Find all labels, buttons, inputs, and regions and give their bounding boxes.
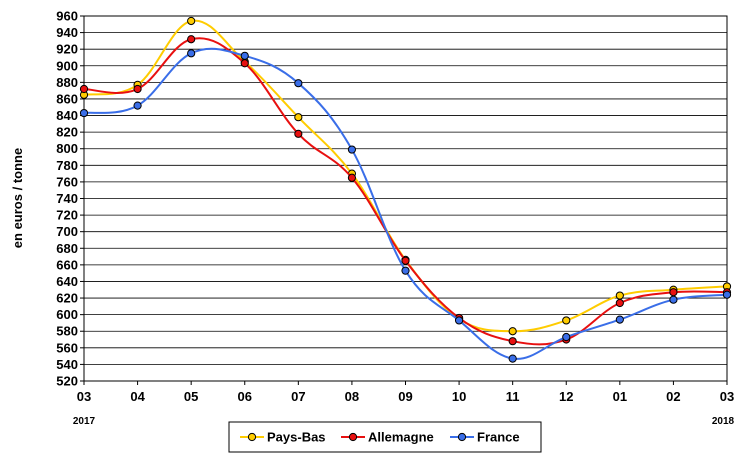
data-point (722, 290, 732, 299)
y-tick-label: 620 (56, 291, 78, 306)
data-point (79, 108, 89, 118)
x-tick-label: 04 (130, 389, 145, 404)
data-point (79, 84, 89, 94)
data-point (240, 59, 249, 68)
data-point (187, 16, 196, 26)
data-point (294, 129, 303, 138)
x-tick-label: 01 (613, 389, 627, 404)
x-tick-label: 09 (398, 389, 412, 404)
y-tick-label: 720 (56, 208, 78, 223)
x-tick-label: 10 (452, 389, 466, 404)
year-label-start: 2017 (73, 416, 96, 427)
data-point (615, 298, 624, 308)
legend-marker (457, 432, 467, 442)
x-tick-label: 11 (506, 389, 520, 404)
x-tick-label: 07 (291, 389, 305, 404)
legend-box (228, 421, 542, 453)
data-point (347, 145, 357, 154)
x-tick-label: 08 (345, 389, 359, 404)
data-point (401, 266, 410, 275)
data-point (562, 332, 571, 342)
y-tick-label: 820 (56, 125, 78, 140)
y-tick-label: 600 (56, 307, 78, 322)
y-tick-label: 740 (56, 191, 78, 206)
y-tick-label: 880 (56, 75, 78, 90)
legend-marker (348, 432, 358, 442)
data-point (615, 315, 624, 324)
y-tick-label: 640 (56, 274, 78, 289)
y-tick-label: 800 (56, 141, 78, 156)
data-point (454, 316, 464, 325)
series-lines (79, 16, 732, 363)
data-point (133, 84, 142, 94)
y-tick-label: 540 (56, 357, 78, 372)
series-france (79, 47, 732, 363)
y-tick-label: 900 (56, 58, 78, 73)
y-axis-label: en euros / tonne (10, 148, 25, 248)
data-point (187, 49, 196, 58)
gridlines (84, 32, 727, 365)
y-tick-label: 960 (56, 9, 78, 24)
data-point (508, 337, 517, 346)
legend-marker (247, 432, 257, 442)
data-point (294, 113, 303, 122)
y-tick-label: 920 (56, 42, 78, 57)
legend-label: France (477, 430, 520, 445)
data-point (294, 79, 303, 88)
x-tick-label: 02 (666, 389, 680, 404)
x-axis-ticks: 03 04 05 06 07 08 09 10 11 12 01 02 03 (77, 381, 734, 404)
y-tick-label: 700 (56, 224, 78, 239)
y-tick-label: 520 (56, 374, 78, 389)
legend: Pays-Bas Allemagne France (228, 421, 542, 453)
x-tick-label: 03 (720, 389, 734, 404)
x-tick-label: 03 (77, 389, 91, 404)
data-point (187, 35, 196, 44)
year-label-end: 2018 (712, 416, 735, 427)
legend-label: Pays-Bas (267, 430, 326, 445)
y-tick-label: 940 (56, 25, 78, 40)
x-tick-label: 05 (184, 389, 198, 404)
data-point (347, 173, 357, 182)
legend-items: Pays-Bas Allemagne France (240, 430, 520, 445)
data-point (240, 51, 249, 60)
data-point (508, 327, 517, 336)
y-tick-label: 660 (56, 257, 78, 272)
y-tick-label: 680 (56, 241, 78, 256)
y-tick-label: 560 (56, 340, 78, 355)
x-tick-label: 06 (238, 389, 252, 404)
data-point (562, 316, 571, 325)
x-tick-label: 12 (559, 389, 573, 404)
y-tick-label: 580 (56, 324, 78, 339)
data-point (508, 354, 517, 363)
data-point (669, 295, 678, 304)
y-tick-label: 780 (56, 158, 78, 173)
legend-label: Allemagne (368, 430, 434, 445)
data-point (401, 256, 410, 265)
data-point (133, 101, 142, 110)
y-axis-ticks: 5205405605806006206406606807007207407607… (56, 9, 84, 389)
y-tick-label: 840 (56, 108, 78, 123)
y-tick-label: 860 (56, 91, 78, 106)
data-point (615, 291, 624, 300)
y-tick-label: 760 (56, 174, 78, 189)
data-point (669, 288, 678, 297)
